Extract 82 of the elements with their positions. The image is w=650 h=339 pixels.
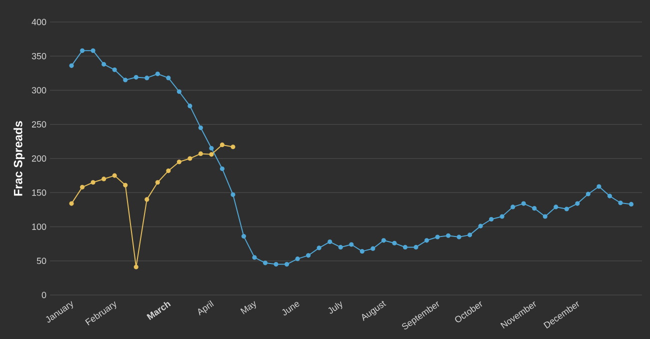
point	[381, 238, 386, 243]
point	[176, 160, 182, 164]
y-tick-label: 150	[32, 189, 46, 196]
point	[198, 151, 203, 156]
point	[90, 180, 96, 185]
point	[220, 166, 225, 172]
point	[134, 74, 138, 80]
point	[607, 194, 612, 198]
point	[90, 48, 96, 53]
point	[424, 238, 430, 243]
point	[316, 246, 322, 250]
point	[188, 104, 192, 108]
point	[542, 214, 548, 219]
point	[618, 200, 623, 206]
point	[414, 244, 418, 250]
y-tick-label: 100	[32, 224, 46, 230]
point	[489, 216, 494, 222]
point	[252, 255, 257, 260]
point	[80, 184, 85, 190]
point	[230, 192, 236, 197]
point	[532, 206, 537, 211]
x-tick-label: May	[240, 301, 256, 314]
point	[209, 152, 214, 157]
y-tick-label: 200	[32, 155, 46, 162]
y-tick-label: 0	[42, 292, 46, 298]
point	[123, 78, 128, 82]
point	[510, 204, 516, 210]
x-tick-label: June	[282, 302, 300, 316]
point	[360, 249, 364, 254]
point	[155, 72, 160, 76]
point	[575, 201, 580, 206]
y-tick-label: 400	[32, 18, 46, 26]
point	[241, 234, 246, 239]
point	[467, 232, 472, 238]
y-tick-label: 50	[36, 258, 46, 264]
point	[306, 253, 311, 258]
point	[500, 214, 504, 219]
point	[521, 201, 526, 206]
point	[478, 224, 483, 228]
y-tick-label: 350	[32, 52, 46, 60]
point	[198, 125, 203, 130]
point	[338, 244, 343, 250]
point	[586, 192, 590, 196]
x-tick-label: July	[328, 301, 342, 314]
point	[628, 202, 634, 207]
point	[155, 180, 160, 185]
point	[144, 76, 150, 80]
point	[220, 142, 225, 148]
point	[134, 264, 138, 270]
point	[69, 63, 74, 68]
point	[349, 242, 354, 247]
point	[446, 233, 451, 238]
point	[284, 262, 290, 267]
y-tick-label: 300	[32, 87, 46, 94]
point	[176, 89, 182, 94]
point	[166, 168, 171, 174]
point	[102, 62, 106, 67]
point	[328, 239, 332, 244]
point	[112, 173, 117, 178]
y-tick-label: 250	[32, 121, 46, 128]
point	[262, 260, 268, 266]
point	[456, 234, 462, 240]
point	[554, 204, 558, 210]
point	[295, 256, 300, 262]
point	[435, 234, 440, 240]
point	[144, 197, 150, 202]
point	[80, 48, 85, 53]
point	[596, 184, 602, 189]
point	[274, 262, 278, 267]
point	[402, 244, 408, 250]
point	[166, 76, 171, 80]
point	[112, 67, 117, 72]
point	[123, 182, 128, 188]
point	[230, 144, 236, 150]
point	[69, 201, 74, 206]
point	[370, 246, 376, 251]
y-axis-title: Frac Spreads	[14, 121, 25, 196]
point	[209, 146, 214, 151]
point	[392, 240, 397, 246]
point	[564, 206, 569, 212]
point	[188, 156, 192, 161]
point	[102, 176, 106, 182]
